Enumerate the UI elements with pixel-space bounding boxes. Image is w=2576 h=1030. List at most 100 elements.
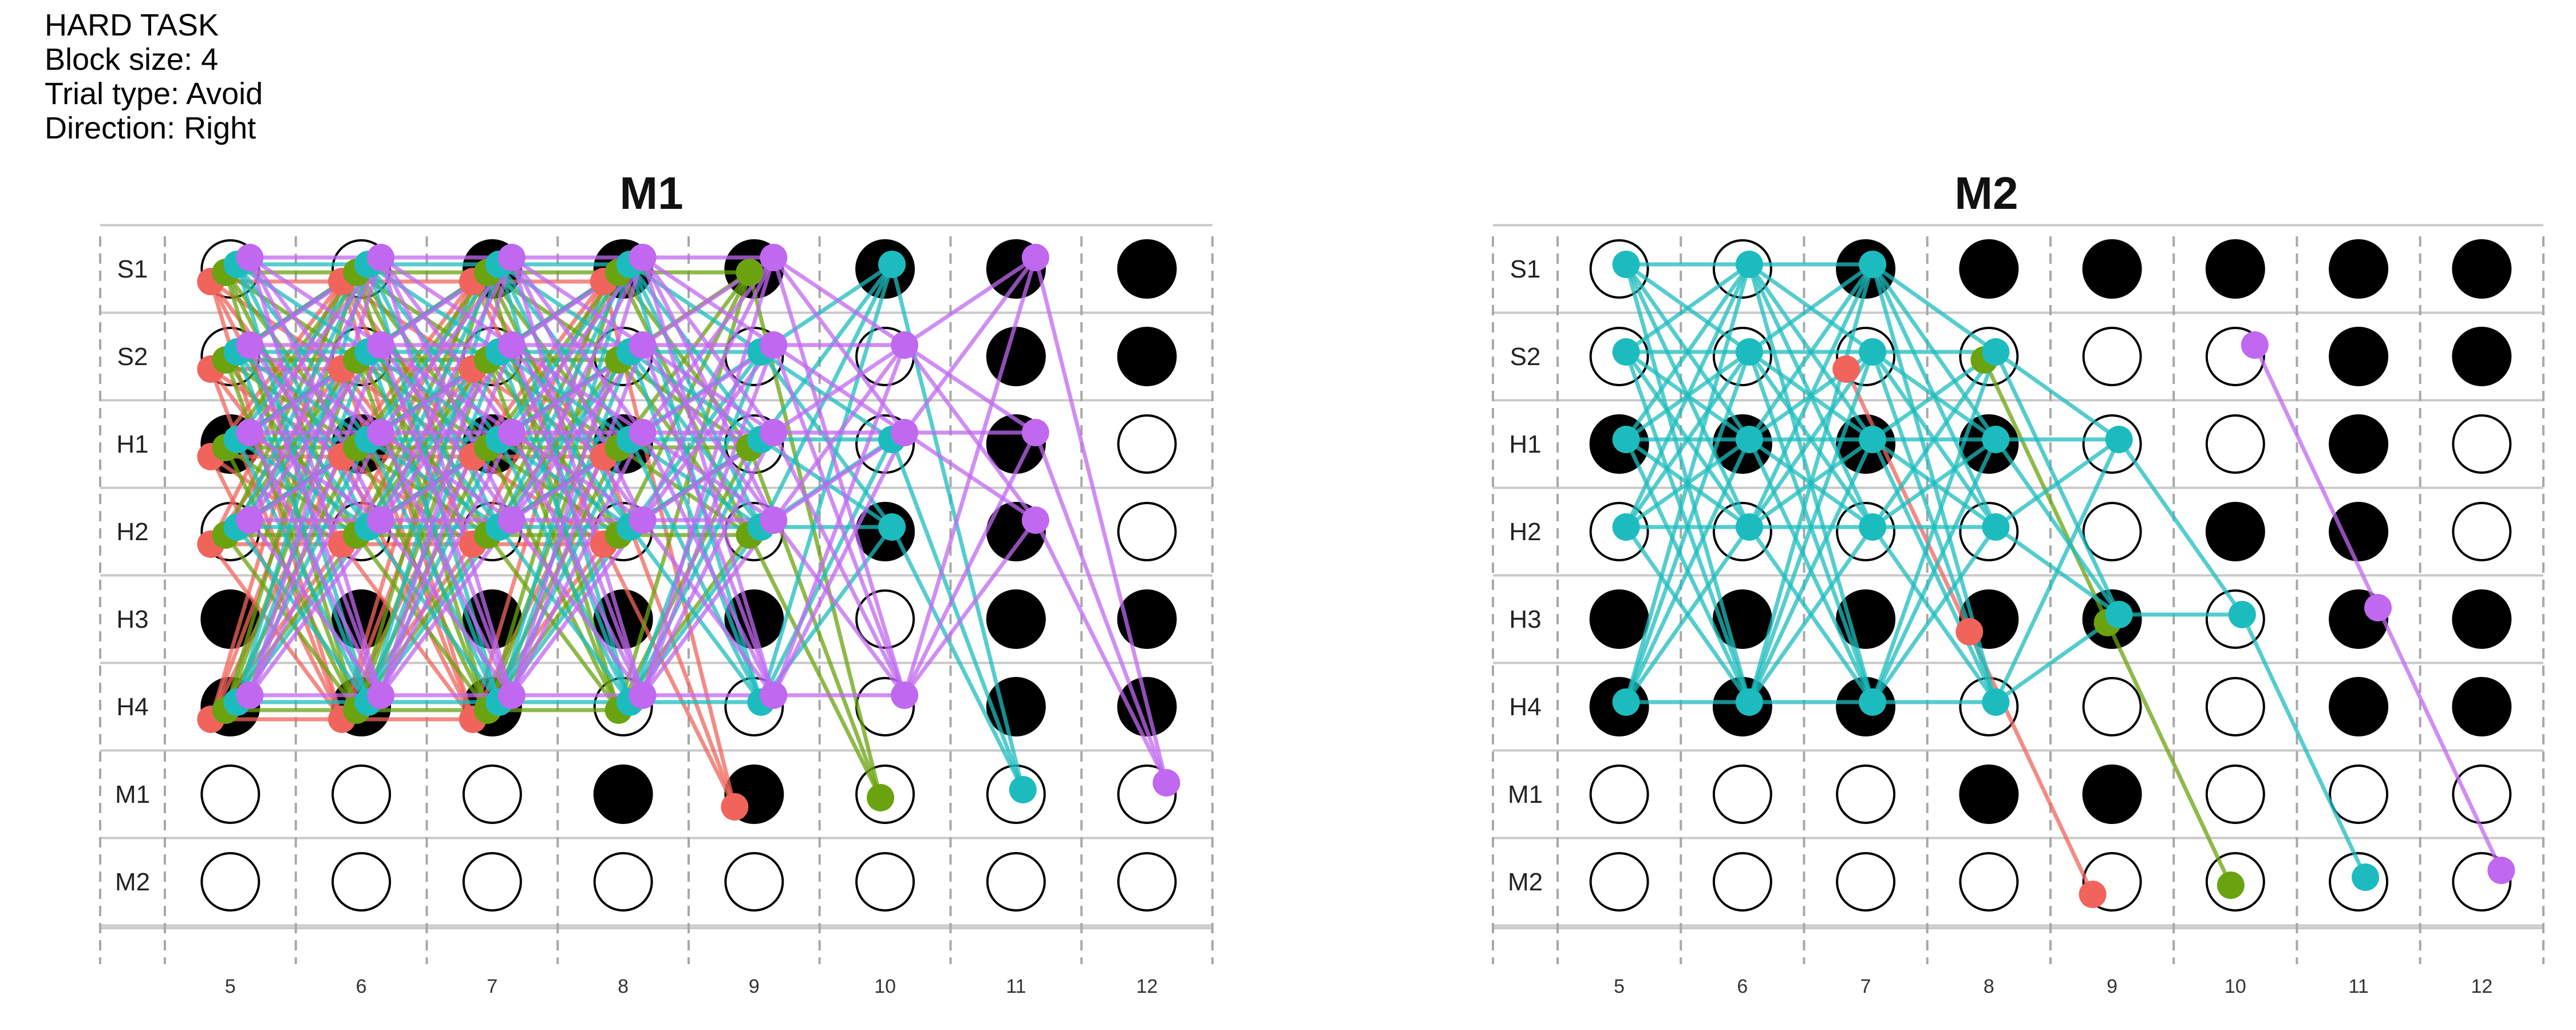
purple-point	[629, 244, 657, 271]
cyan-point	[1859, 513, 1887, 541]
empty-cell	[2452, 414, 2512, 474]
task-title: HARD TASK	[45, 8, 219, 42]
purple-transition-line	[379, 518, 513, 697]
empty-cell	[1836, 852, 1896, 912]
occupied-cell	[2205, 502, 2265, 561]
cyan-transition-line	[1871, 438, 1997, 529]
cyan-point	[1859, 688, 1887, 716]
empty-cell	[1117, 764, 1177, 824]
purple-transition-line	[248, 518, 382, 697]
row-label: S1	[117, 255, 148, 283]
purple-transition-line	[248, 256, 382, 434]
cyan-point	[1982, 513, 2010, 541]
occupied-cell	[2082, 764, 2142, 824]
red-point	[1955, 618, 1984, 645]
cyan-transition-line	[1871, 263, 1997, 354]
purple-point	[236, 419, 264, 446]
cyan-point	[2105, 426, 2133, 453]
purple-transition-line	[641, 343, 776, 522]
empty-cell	[855, 852, 915, 912]
empty-cell	[2205, 327, 2265, 386]
empty-cell	[986, 852, 1046, 912]
row-label: S2	[1510, 343, 1541, 371]
occupied-cell	[1117, 327, 1177, 386]
purple-point	[367, 244, 395, 271]
purple-transition-line	[903, 256, 1037, 347]
empty-cell	[1117, 502, 1177, 561]
purple-point	[497, 331, 526, 359]
cyan-point	[1982, 688, 2010, 716]
purple-series-lines	[248, 255, 1169, 784]
purple-point	[497, 419, 526, 446]
purple-point	[760, 506, 788, 534]
purple-point	[236, 331, 264, 359]
purple-point	[760, 331, 788, 359]
purple-transition-line	[509, 256, 645, 521]
purple-transition-line	[378, 431, 514, 696]
cyan-series-lines	[1624, 262, 2368, 878]
cyan-transition-line	[1747, 263, 1875, 528]
column-label: 6	[356, 976, 367, 997]
row-label: H3	[1509, 605, 1541, 633]
red-point	[1832, 355, 1860, 383]
purple-point	[367, 331, 395, 359]
cyan-transition-line	[759, 263, 894, 441]
empty-cell	[2082, 502, 2142, 561]
purple-transition-line	[248, 256, 383, 521]
purple-transition-line	[641, 256, 776, 696]
cyan-transition-line	[1624, 351, 1752, 703]
row-label: S2	[117, 343, 148, 371]
cyan-transition-line	[1747, 438, 1875, 703]
panel-m1: M1 S1 S2 H1 H2 H3 H4 M1 M2 5 6 7 8 9 10 11 12	[99, 168, 1214, 997]
cyan-transition-line	[1624, 438, 1752, 703]
cyan-transition-line	[2240, 613, 2368, 878]
purple-transition-line	[509, 344, 645, 696]
purple-transition-line	[641, 256, 776, 434]
cyan-transition-line	[759, 438, 894, 703]
occupied-cell	[2082, 239, 2142, 299]
cyan-point	[1735, 338, 1763, 366]
occupied-cell	[2452, 677, 2512, 736]
green-transition-line	[617, 271, 752, 449]
purple-point	[497, 682, 526, 709]
empty-cell	[2205, 589, 2265, 649]
empty-cell	[2205, 852, 2265, 912]
purple-transition-line	[903, 518, 1037, 697]
occupied-cell	[986, 327, 1046, 386]
occupied-cell	[1836, 589, 1896, 649]
row-label: H1	[116, 430, 148, 458]
purple-point	[760, 419, 788, 446]
purple-transition-line	[1033, 519, 1168, 784]
purple-transition-line	[510, 256, 645, 434]
occupied-cell	[1959, 764, 2019, 824]
occupied-cell	[2452, 327, 2512, 386]
green-transition-line	[748, 534, 883, 799]
row-label: H2	[116, 518, 148, 546]
cyan-transition-line	[1625, 263, 1751, 354]
cyan-point	[2352, 863, 2380, 891]
occupied-cell	[1959, 239, 2019, 299]
purple-point	[2241, 331, 2269, 359]
red-point	[2079, 881, 2107, 908]
empty-cell	[2082, 327, 2142, 386]
purple-point	[367, 506, 395, 534]
purple-point	[1152, 769, 1180, 797]
row-label: H3	[116, 605, 148, 633]
empty-cell	[1712, 852, 1772, 912]
column-label: 10	[874, 976, 896, 997]
purple-transition-line	[903, 256, 1037, 434]
empty-cell	[1836, 502, 1896, 561]
column-label: 5	[1614, 976, 1625, 997]
empty-cell	[2329, 852, 2389, 912]
purple-point	[2364, 594, 2392, 621]
green-transition-line	[2105, 621, 2233, 886]
purple-transition-line	[641, 344, 776, 696]
purple-transition-line	[378, 256, 514, 521]
empty-cell	[1836, 764, 1896, 824]
red-transition-line	[209, 455, 344, 720]
purple-transition-line	[378, 344, 514, 696]
empty-cell	[2205, 414, 2265, 474]
cyan-transition-line	[1748, 263, 1874, 354]
purple-transition-line	[902, 256, 1038, 696]
